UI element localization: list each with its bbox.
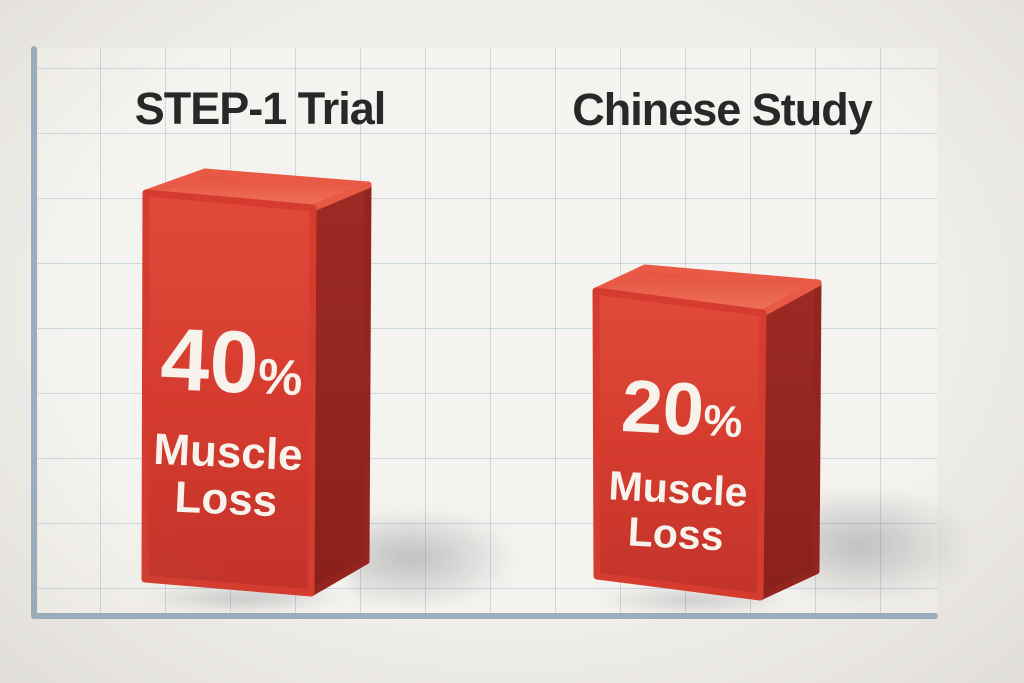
bar2-front-face bbox=[592, 287, 767, 601]
x-axis-line bbox=[31, 613, 938, 619]
category-title-chinese-study: Chinese Study bbox=[572, 84, 873, 135]
bar2-data-label: 20% Muscle Loss bbox=[591, 363, 768, 561]
bar2-label-word1: Muscle bbox=[607, 462, 749, 516]
bar1-data-label: 40% Muscle Loss bbox=[142, 308, 318, 527]
bar1-value-line: 40% bbox=[146, 308, 318, 426]
bar1-value: 40 bbox=[158, 308, 261, 413]
bar2-value-line: 20% bbox=[596, 363, 767, 464]
bar-chinese-study bbox=[592, 264, 822, 601]
bar1-label-word1: Muscle bbox=[152, 424, 304, 481]
bar2-value: 20 bbox=[619, 363, 707, 452]
bar1-side-face bbox=[307, 181, 372, 597]
y-axis-line bbox=[31, 46, 37, 619]
bar1-front-face bbox=[141, 189, 317, 597]
bar1-label-word2: Loss bbox=[173, 472, 279, 527]
category-title-step1-trial: STEP-1 Trial bbox=[134, 83, 387, 134]
bar2-side-face bbox=[756, 279, 822, 601]
bar2-percent-sign: % bbox=[702, 396, 744, 448]
bar2-label-word2: Loss bbox=[626, 508, 725, 560]
bar-step1-trial bbox=[141, 168, 372, 597]
bar1-percent-sign: % bbox=[256, 348, 304, 407]
